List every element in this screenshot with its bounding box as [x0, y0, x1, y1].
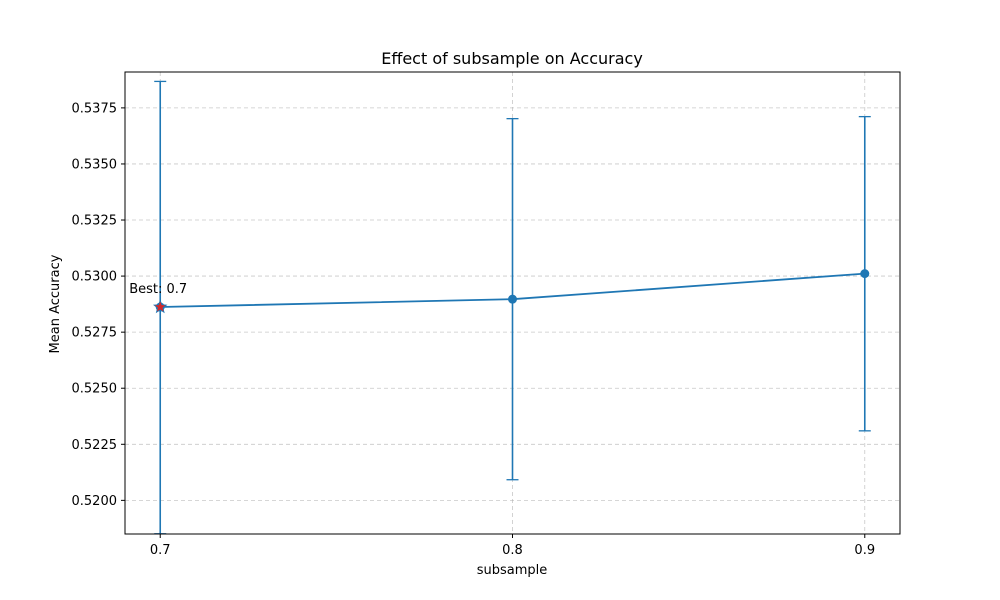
best-annotation: Best: 0.7 — [129, 282, 187, 297]
ticks-layer: 0.5200 0.5225 0.5250 0.5275 0.5300 0.5325 0.53… — [72, 101, 876, 558]
y-tick-label: 0.5225 — [72, 438, 118, 453]
data-point — [508, 294, 517, 304]
data-layer: Best: 0.7 — [129, 80, 871, 535]
x-tick-label: 0.7 — [150, 543, 171, 558]
y-tick-label: 0.5200 — [72, 494, 118, 509]
data-point — [860, 269, 870, 279]
y-tick-label: 0.5275 — [72, 326, 118, 341]
plot-area-frame — [124, 71, 901, 535]
x-tick-label: 0.8 — [502, 543, 523, 558]
y-tick-label: 0.5350 — [72, 157, 118, 172]
y-tick-label: 0.5250 — [72, 382, 118, 397]
y-tick-label: 0.5300 — [72, 270, 118, 285]
best-star-marker — [153, 299, 168, 314]
x-axis-title: subsample — [477, 563, 548, 578]
chart-title: Effect of subsample on Accuracy — [381, 49, 643, 68]
y-axis-title: Mean Accuracy — [48, 254, 63, 353]
y-tick-label: 0.5325 — [72, 214, 118, 229]
x-tick-label: 0.9 — [854, 543, 875, 558]
y-tick-label: 0.5375 — [72, 101, 118, 116]
